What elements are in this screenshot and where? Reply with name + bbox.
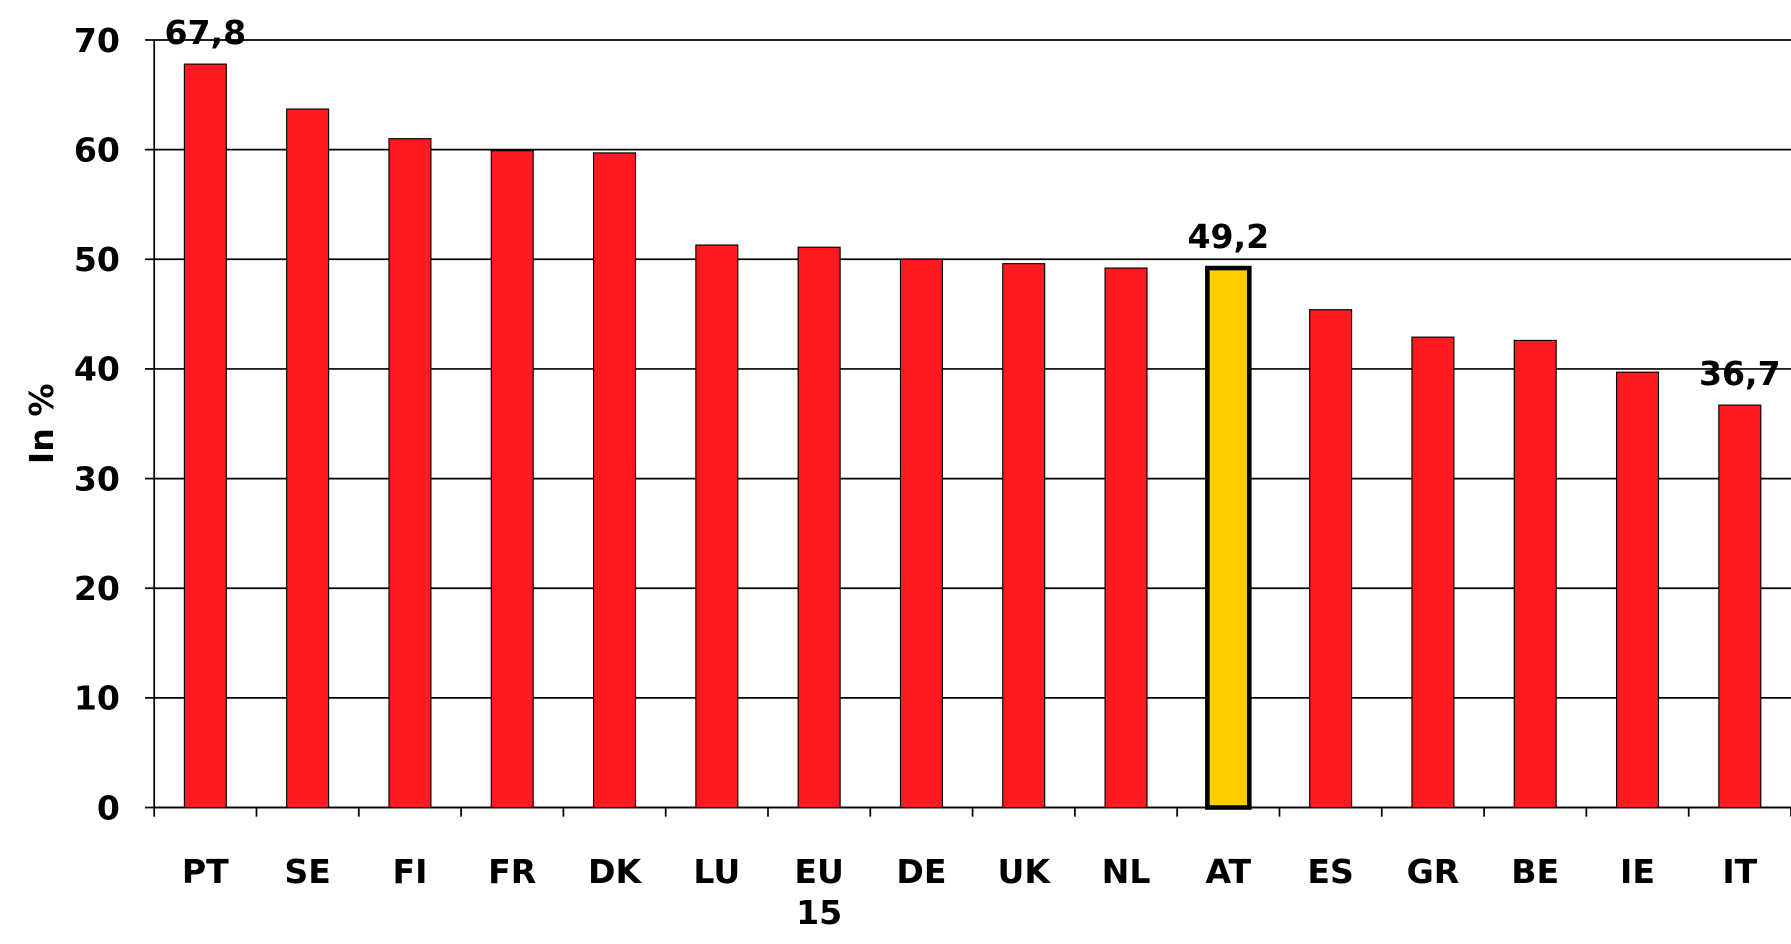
bar [183, 63, 227, 809]
x-tick-label: SE [284, 852, 331, 891]
x-tick-label: DK [587, 852, 642, 891]
bar [1002, 263, 1046, 809]
x-tick-label: FI [392, 852, 428, 891]
bar [388, 138, 432, 809]
y-tick-label: 10 [74, 679, 120, 718]
bar [490, 150, 534, 809]
y-tick-label: 40 [74, 350, 120, 389]
x-tick-label: ES [1307, 852, 1354, 891]
bar [592, 152, 637, 809]
bar [1615, 371, 1660, 809]
bar [899, 258, 943, 809]
bar [1309, 309, 1353, 809]
bar [695, 244, 739, 809]
x-tick-label: FR [488, 852, 537, 891]
bar [1205, 265, 1252, 810]
x-tick-label: PT [181, 852, 229, 891]
x-tick-label: AT [1205, 852, 1252, 891]
y-tick-label: 20 [74, 569, 120, 608]
y-tick-label: 0 [97, 788, 120, 827]
y-tick-label: 70 [74, 21, 120, 60]
x-tick-label: BE [1511, 852, 1560, 891]
bar [286, 108, 330, 809]
x-tick-label: DE [896, 852, 947, 891]
value-label: 36,7 [1699, 354, 1781, 393]
y-tick-label: 60 [74, 130, 120, 169]
bar [1718, 404, 1762, 809]
bar [1513, 339, 1557, 809]
value-label: 49,2 [1187, 217, 1269, 256]
x-tick-label: UK [997, 852, 1051, 891]
bar [797, 246, 841, 809]
x-tick-label: GR [1406, 852, 1460, 891]
x-tick-label: LU [693, 852, 741, 891]
x-tick-label: EU 15 [794, 852, 844, 933]
y-axis-label: In % [22, 383, 61, 464]
x-tick-label: NL [1101, 852, 1151, 891]
x-tick-label: IE [1620, 852, 1655, 891]
y-tick-label: 30 [74, 459, 120, 498]
value-label: 67,8 [164, 13, 246, 52]
bar [1104, 267, 1148, 809]
bar [1411, 336, 1455, 809]
x-tick-label: IT [1722, 852, 1758, 891]
y-tick-label: 50 [74, 240, 120, 279]
